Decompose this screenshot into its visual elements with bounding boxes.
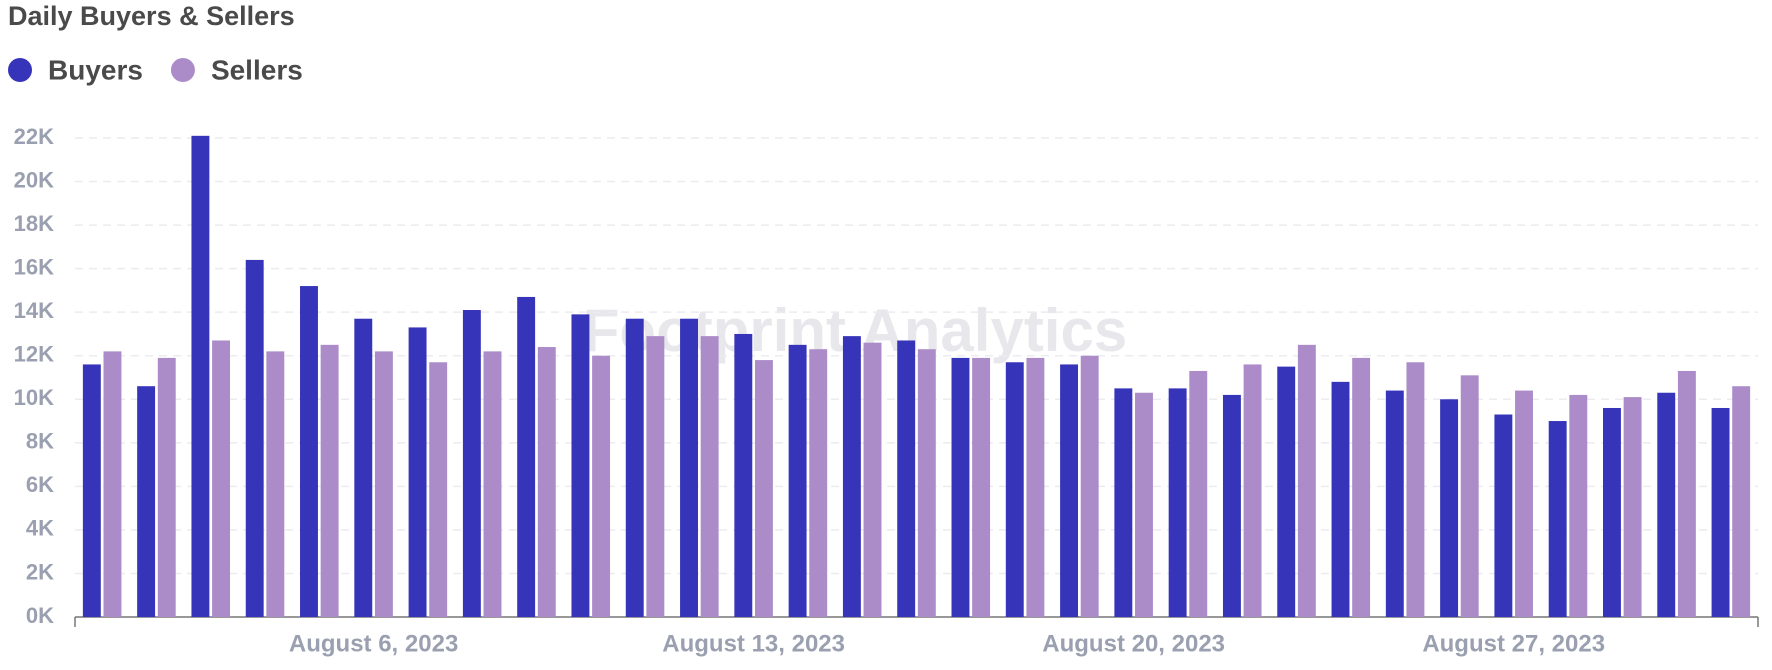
x-tick-label: August 27, 2023 — [1422, 630, 1605, 657]
bar — [1168, 388, 1187, 617]
bar — [809, 349, 828, 617]
bar — [1135, 392, 1153, 617]
bar — [1677, 370, 1696, 617]
bar — [245, 259, 264, 617]
legend-label: Sellers — [211, 54, 303, 85]
legend-label: Buyers — [48, 54, 143, 85]
bar — [374, 351, 393, 617]
bar — [1440, 399, 1459, 617]
bar — [191, 135, 210, 617]
bar — [1331, 381, 1350, 617]
bar — [1080, 355, 1099, 617]
bar — [1060, 364, 1079, 617]
bar — [537, 347, 556, 617]
bar — [1515, 390, 1533, 617]
bar — [1603, 407, 1621, 617]
bar — [1460, 375, 1479, 617]
y-tick-label: 20K — [14, 167, 54, 192]
bar — [1657, 392, 1676, 617]
bar — [1406, 362, 1425, 617]
bar — [592, 355, 611, 617]
bar — [646, 336, 665, 617]
y-tick-label: 18K — [14, 211, 54, 236]
bar — [788, 344, 807, 617]
bar — [212, 340, 230, 617]
bar — [517, 296, 536, 617]
bar — [82, 364, 101, 617]
x-tick-label: August 20, 2023 — [1042, 630, 1225, 657]
bar — [917, 349, 936, 617]
bar — [1352, 357, 1371, 617]
bar — [1222, 394, 1241, 617]
bar — [300, 286, 318, 617]
bar — [1243, 364, 1262, 617]
bar — [157, 357, 176, 617]
bar — [571, 314, 590, 617]
bar — [103, 351, 122, 617]
bar — [700, 336, 719, 617]
bar — [1277, 366, 1296, 617]
y-tick-label: 8K — [26, 429, 54, 454]
bar — [1548, 421, 1567, 617]
y-tick-label: 16K — [14, 254, 54, 279]
bar — [1385, 390, 1404, 617]
y-tick-label: 4K — [26, 516, 54, 541]
bar — [429, 362, 448, 617]
y-tick-label: 10K — [14, 385, 54, 410]
bar — [1623, 397, 1642, 617]
bar — [1494, 414, 1513, 617]
bar — [972, 357, 991, 617]
y-tick-label: 0K — [26, 603, 54, 628]
bar — [1005, 362, 1024, 617]
bar — [625, 318, 644, 617]
bar — [483, 351, 502, 617]
chart-title: Daily Buyers & Sellers — [8, 1, 295, 31]
bar — [680, 318, 698, 617]
bar — [1569, 394, 1588, 617]
y-tick-label: 12K — [14, 342, 54, 367]
x-tick-label: August 13, 2023 — [662, 630, 845, 657]
y-tick-label: 14K — [14, 298, 54, 323]
bar — [1114, 388, 1133, 617]
legend-marker — [8, 58, 32, 82]
legend-marker — [170, 58, 195, 82]
bar — [354, 318, 373, 617]
bar — [408, 327, 427, 617]
y-tick-label: 22K — [14, 124, 54, 149]
bar — [1732, 386, 1751, 617]
bar — [266, 351, 285, 617]
bar — [951, 357, 970, 617]
x-tick-label: August 6, 2023 — [289, 630, 458, 657]
bar — [137, 386, 156, 617]
bar — [842, 336, 861, 617]
y-tick-label: 6K — [26, 472, 54, 497]
bar — [1026, 357, 1045, 617]
bar — [1711, 407, 1730, 617]
bar — [320, 344, 339, 617]
bar — [754, 360, 773, 617]
bar — [1297, 344, 1316, 617]
bar — [897, 340, 916, 617]
bar — [1189, 370, 1208, 617]
bar — [863, 342, 882, 617]
y-tick-label: 2K — [26, 559, 54, 584]
bar — [734, 333, 753, 617]
bar — [462, 310, 481, 617]
